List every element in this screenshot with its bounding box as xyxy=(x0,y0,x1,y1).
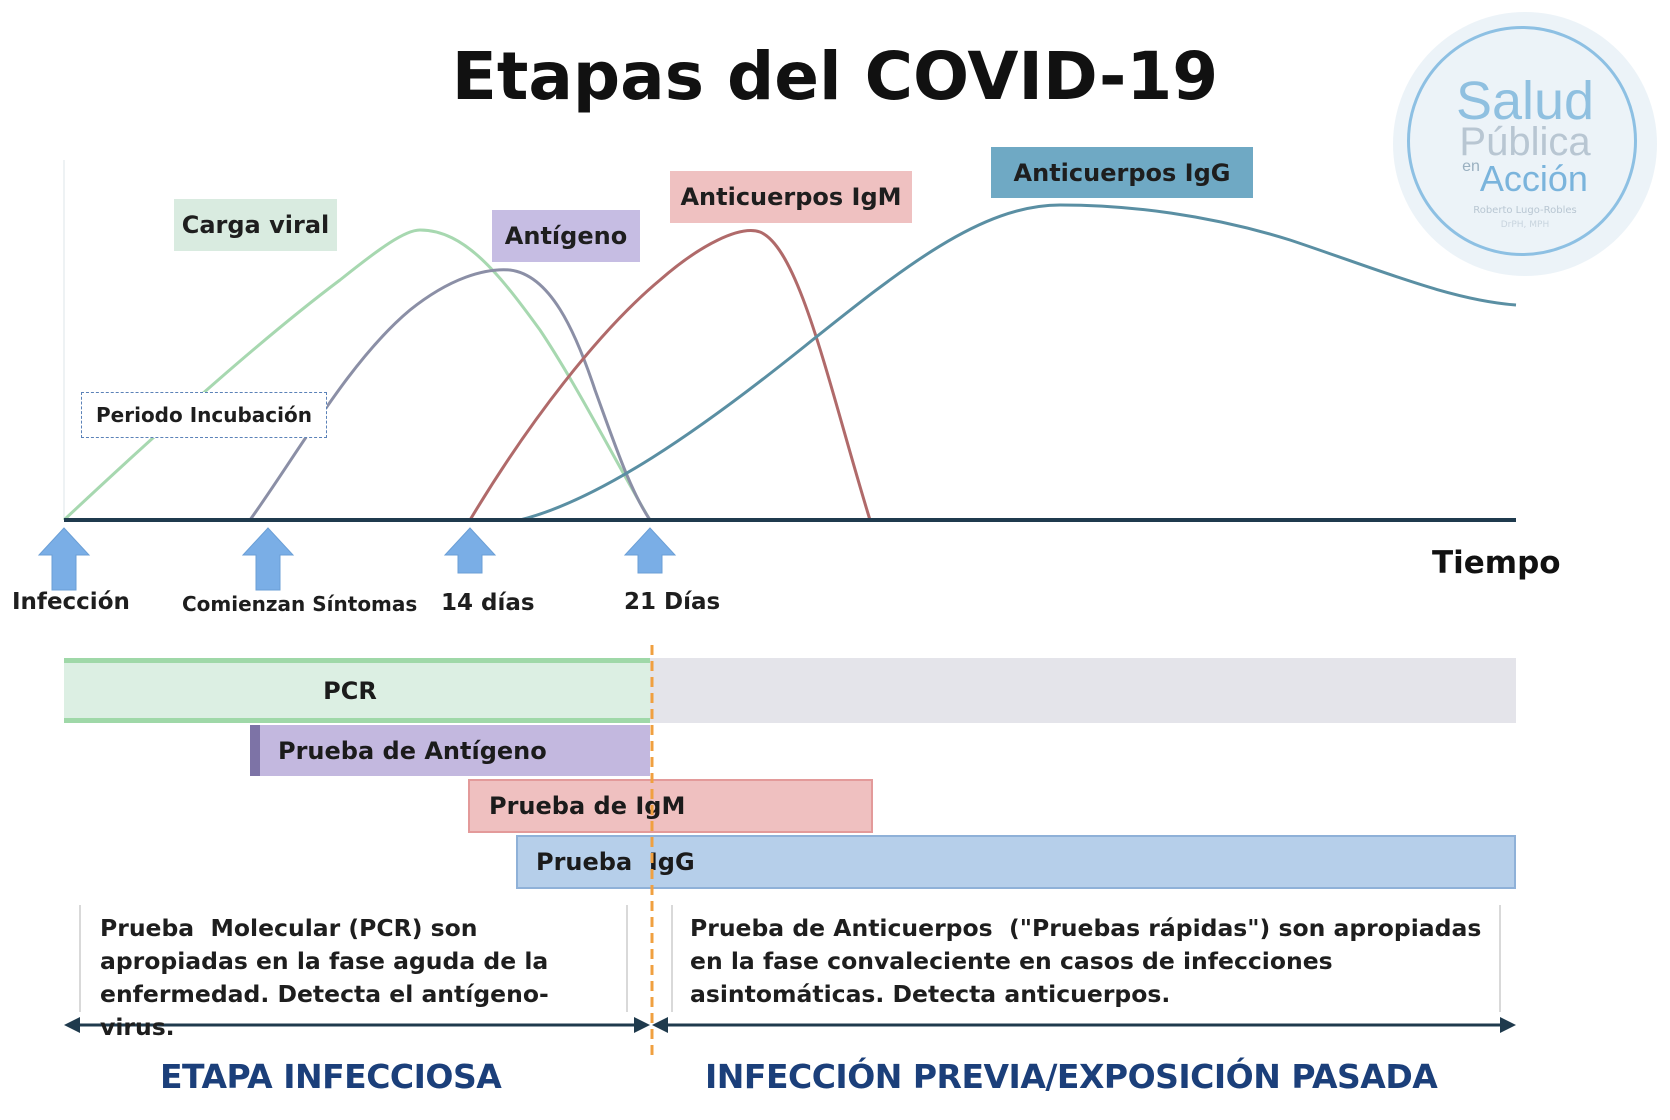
description-antibodies: Prueba de Anticuerpos ("Pruebas rápidas"… xyxy=(690,914,1490,1008)
range-arrow-right xyxy=(652,1017,1516,1033)
antigen-label: Antígeno xyxy=(492,210,640,262)
time-axis-label: Tiempo xyxy=(1432,545,1561,581)
page-title: Etapas del COVID-19 xyxy=(451,38,1219,115)
igg-antibodies-label: Anticuerpos IgG xyxy=(991,147,1253,198)
arrow-up-icon-infeccion xyxy=(37,527,91,591)
igg-test-label: Prueba IgG xyxy=(536,848,695,876)
timeline-label-infeccion: Infección xyxy=(12,589,130,615)
logo-ring-inner xyxy=(1407,26,1637,256)
viral-load-curve xyxy=(62,228,652,522)
incubation-period-label: Periodo Incubación xyxy=(81,392,327,438)
pcr-extension-bar xyxy=(650,658,1516,723)
phase-past-exposure: INFECCIÓN PREVIA/EXPOSICIÓN PASADA xyxy=(705,1057,1438,1096)
range-arrow-left xyxy=(64,1017,650,1033)
antigen-curve xyxy=(248,268,652,521)
igm-antibodies-label: Anticuerpos IgM xyxy=(670,171,912,223)
logo-en-prefix: en xyxy=(1462,158,1480,175)
igg-test-bar: Prueba IgG xyxy=(516,835,1516,889)
description-molecular: Prueba Molecular (PCR) son apropiadas en… xyxy=(100,914,557,1041)
logo-line-3: enAcción xyxy=(1393,158,1657,200)
salud-publica-logo: Salud Pública enAcción Roberto Lugo-Robl… xyxy=(1393,12,1657,276)
timeline-label-sintomas: Comienzan Síntomas xyxy=(182,592,418,616)
antigen-test-bar: Prueba de Antígeno xyxy=(250,725,650,776)
logo-degree: DrPH, MPH xyxy=(1500,220,1550,230)
pcr-test-label: PCR xyxy=(323,676,377,705)
igm-test-bar: Prueba de IgM xyxy=(468,779,873,833)
timeline-label-21-dias: 21 Días xyxy=(624,589,721,615)
arrow-up-icon-21-dias xyxy=(623,527,677,574)
viral-load-label: Carga viral xyxy=(174,199,337,251)
igg-curve xyxy=(519,203,1517,522)
igm-test-label: Prueba de IgM xyxy=(489,792,686,820)
timeline-label-14-dias: 14 días xyxy=(441,590,535,616)
logo-line-2: Pública xyxy=(1459,120,1591,164)
antigen-test-label: Prueba de Antígeno xyxy=(278,736,547,765)
logo-line-1: Salud xyxy=(1455,71,1595,131)
arrow-up-icon-14-dias xyxy=(443,527,497,574)
pcr-test-bar: PCR xyxy=(64,658,650,723)
arrow-up-icon-sintomas xyxy=(241,527,295,591)
igm-curve xyxy=(468,229,872,521)
logo-author: Roberto Lugo-Robles xyxy=(1473,205,1577,216)
phase-infectious: ETAPA INFECCIOSA xyxy=(160,1057,502,1096)
logo-accion: Acción xyxy=(1479,158,1588,199)
